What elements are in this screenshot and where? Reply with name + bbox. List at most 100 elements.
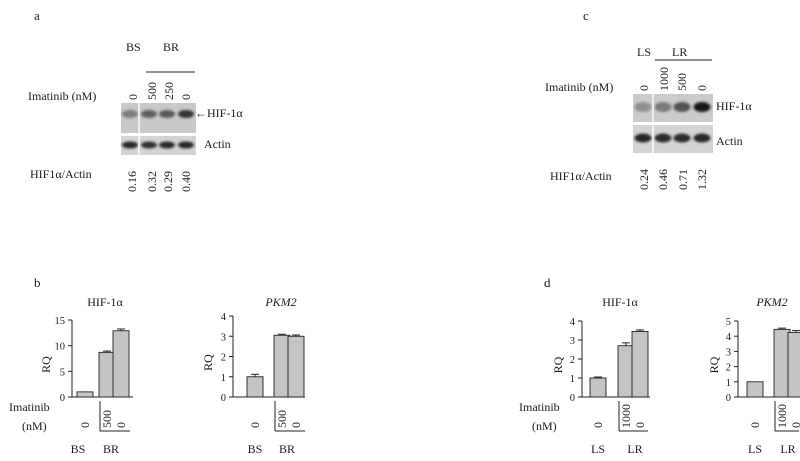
chart-2-category-1: 1000 xyxy=(619,404,633,428)
panel-a-treatment-label: Imatinib (nM) xyxy=(28,89,96,103)
panel-c-ratios: 0.24 0.46 0.71 1.32 xyxy=(637,169,709,190)
panel-a-hif-band-1 xyxy=(122,110,138,118)
chart-2-category-2: 0 xyxy=(633,422,647,428)
panel-a-actin-band-1 xyxy=(122,141,138,149)
chart-2-ytick-label-0: 0 xyxy=(570,393,575,404)
chart-0-bar-0 xyxy=(76,391,94,398)
chart-3-ytick-label-5: 5 xyxy=(726,317,731,328)
chart-0-group-1: BR xyxy=(103,442,119,456)
chart-2-treatment-label: Imatinib xyxy=(519,400,560,414)
chart-1-ytick-label-1: 1 xyxy=(221,373,226,384)
panel-c-ratio-2: 0.46 xyxy=(656,169,670,190)
chart-0-title: HIF-1α xyxy=(87,295,123,309)
panel-a-ratio-2: 0.32 xyxy=(145,171,159,192)
panel-a-actin-blot xyxy=(121,136,196,155)
panel-a-hif-band-4 xyxy=(178,110,194,118)
chart-3-ytick-label-0: 0 xyxy=(726,393,731,404)
panel-a-actin-band-2 xyxy=(141,141,157,149)
chart-0-category-1: 500 xyxy=(100,410,114,428)
chart-2-group-1: LR xyxy=(627,442,642,456)
chart-2-category-0: 0 xyxy=(591,422,605,428)
panel-a-lane-1: 0 xyxy=(126,94,140,100)
chart-1-bar-0 xyxy=(246,376,264,398)
panel-c-actin-band-3 xyxy=(673,133,691,143)
panel-a-hif-band-3 xyxy=(159,110,175,118)
panel-a-ratio-4: 0.40 xyxy=(179,171,193,192)
panel-a-ratio-3: 0.29 xyxy=(161,171,175,192)
panel-c-group-ls: LS xyxy=(637,45,651,59)
chart-1-bar-2 xyxy=(287,335,305,398)
panel-c-actin-band-4 xyxy=(693,133,711,143)
panel-c-actin-band-1 xyxy=(634,133,652,143)
chart-1-ytick-label-2: 2 xyxy=(221,353,226,364)
panel-a-actin-band-3 xyxy=(159,141,175,149)
panel-a-actin-band-4 xyxy=(178,141,194,149)
panel-c-treatment-label: Imatinib (nM) xyxy=(545,80,613,94)
panel-a-ratio-1: 0.16 xyxy=(125,171,139,192)
panel-c-hif-blot xyxy=(633,94,713,122)
panel-a-ratios: 0.16 0.32 0.29 0.40 xyxy=(125,171,193,192)
panel-c-lane-1: 0 xyxy=(637,85,651,91)
chart-0-treatment-label: Imatinib xyxy=(9,400,50,414)
chart-0-group-0: BS xyxy=(71,442,86,456)
chart-2-bar-0 xyxy=(589,377,607,398)
panel-c-lane-2: 1000 xyxy=(657,67,671,91)
chart-d-3: PKM2012345RQ010000LSLR xyxy=(707,295,800,456)
chart-2-bar-2 xyxy=(631,331,649,398)
chart-0-bar-2 xyxy=(112,330,130,398)
chart-0-ytick-label-1: 5 xyxy=(60,367,65,378)
panel-a-group-br: BR xyxy=(163,40,179,54)
panel-c-actin-blot xyxy=(633,125,713,153)
panel-a-group-bs: BS xyxy=(126,40,141,54)
panel-c-lane-3: 500 xyxy=(675,73,689,91)
chart-0-ylabel: RQ xyxy=(39,356,53,373)
chart-3-ytick-label-4: 4 xyxy=(726,332,732,343)
chart-1-ytick-label-3: 3 xyxy=(221,332,226,343)
chart-2-ylabel: RQ xyxy=(551,356,565,373)
panel-c-letter: c xyxy=(583,8,589,23)
chart-3-bar-0 xyxy=(746,381,764,398)
chart-2-ytick-label-4: 4 xyxy=(570,317,576,328)
panel-d-letter: d xyxy=(544,275,551,290)
chart-3-ylabel: RQ xyxy=(707,356,721,373)
chart-3-group-1: LR xyxy=(780,442,795,456)
panel-c-ratio-1: 0.24 xyxy=(637,169,651,190)
chart-0-treatment-unit: (nM) xyxy=(22,419,47,433)
chart-1-title: PKM2 xyxy=(264,295,296,309)
chart-3-category-1: 1000 xyxy=(775,404,789,428)
chart-1-ytick-label-0: 0 xyxy=(221,393,226,404)
chart-1-ylabel: RQ xyxy=(201,354,215,371)
panel-a-hif-blot xyxy=(121,103,196,133)
chart-2-treatment-unit: (nM) xyxy=(532,419,557,433)
panel-a-letter: a xyxy=(34,8,40,23)
panel-a-actin-label: Actin xyxy=(204,137,231,151)
panel-a-ratio-label: HIF1α/Actin xyxy=(30,167,92,181)
chart-2-title: HIF-1α xyxy=(602,295,638,309)
chart-0-ytick-label-2: 10 xyxy=(55,342,66,353)
chart-1-category-2: 0 xyxy=(289,422,303,428)
panel-c-hif-band-3 xyxy=(673,102,691,112)
chart-3-title: PKM2 xyxy=(755,295,787,309)
panel-c-hif-band-1 xyxy=(634,102,652,112)
chart-3-ytick-label-3: 3 xyxy=(726,347,731,358)
chart-1-group-1: BR xyxy=(279,442,295,456)
chart-2-ytick-label-3: 3 xyxy=(570,336,575,347)
chart-3-bar-2 xyxy=(787,331,800,398)
panel-c-hif-band-2 xyxy=(654,102,672,112)
chart-1-category-0: 0 xyxy=(248,422,262,428)
panel-c-hif-label: HIF-1α xyxy=(716,99,752,113)
panel-a-hif-band-2 xyxy=(141,110,157,118)
panel-c-hif-band-4 xyxy=(693,102,711,112)
panel-c-ratio-3: 0.71 xyxy=(676,169,690,190)
panel-c-ratio-label: HIF1α/Actin xyxy=(550,169,612,183)
chart-3-ytick-label-1: 1 xyxy=(726,378,731,389)
panel-c-ratio-4: 1.32 xyxy=(695,169,709,190)
chart-0-ytick-label-0: 0 xyxy=(60,393,65,404)
panel-c-group-lr: LR xyxy=(672,45,687,59)
panel-c-lane-4: 0 xyxy=(695,85,709,91)
chart-3-category-2: 0 xyxy=(789,422,800,428)
